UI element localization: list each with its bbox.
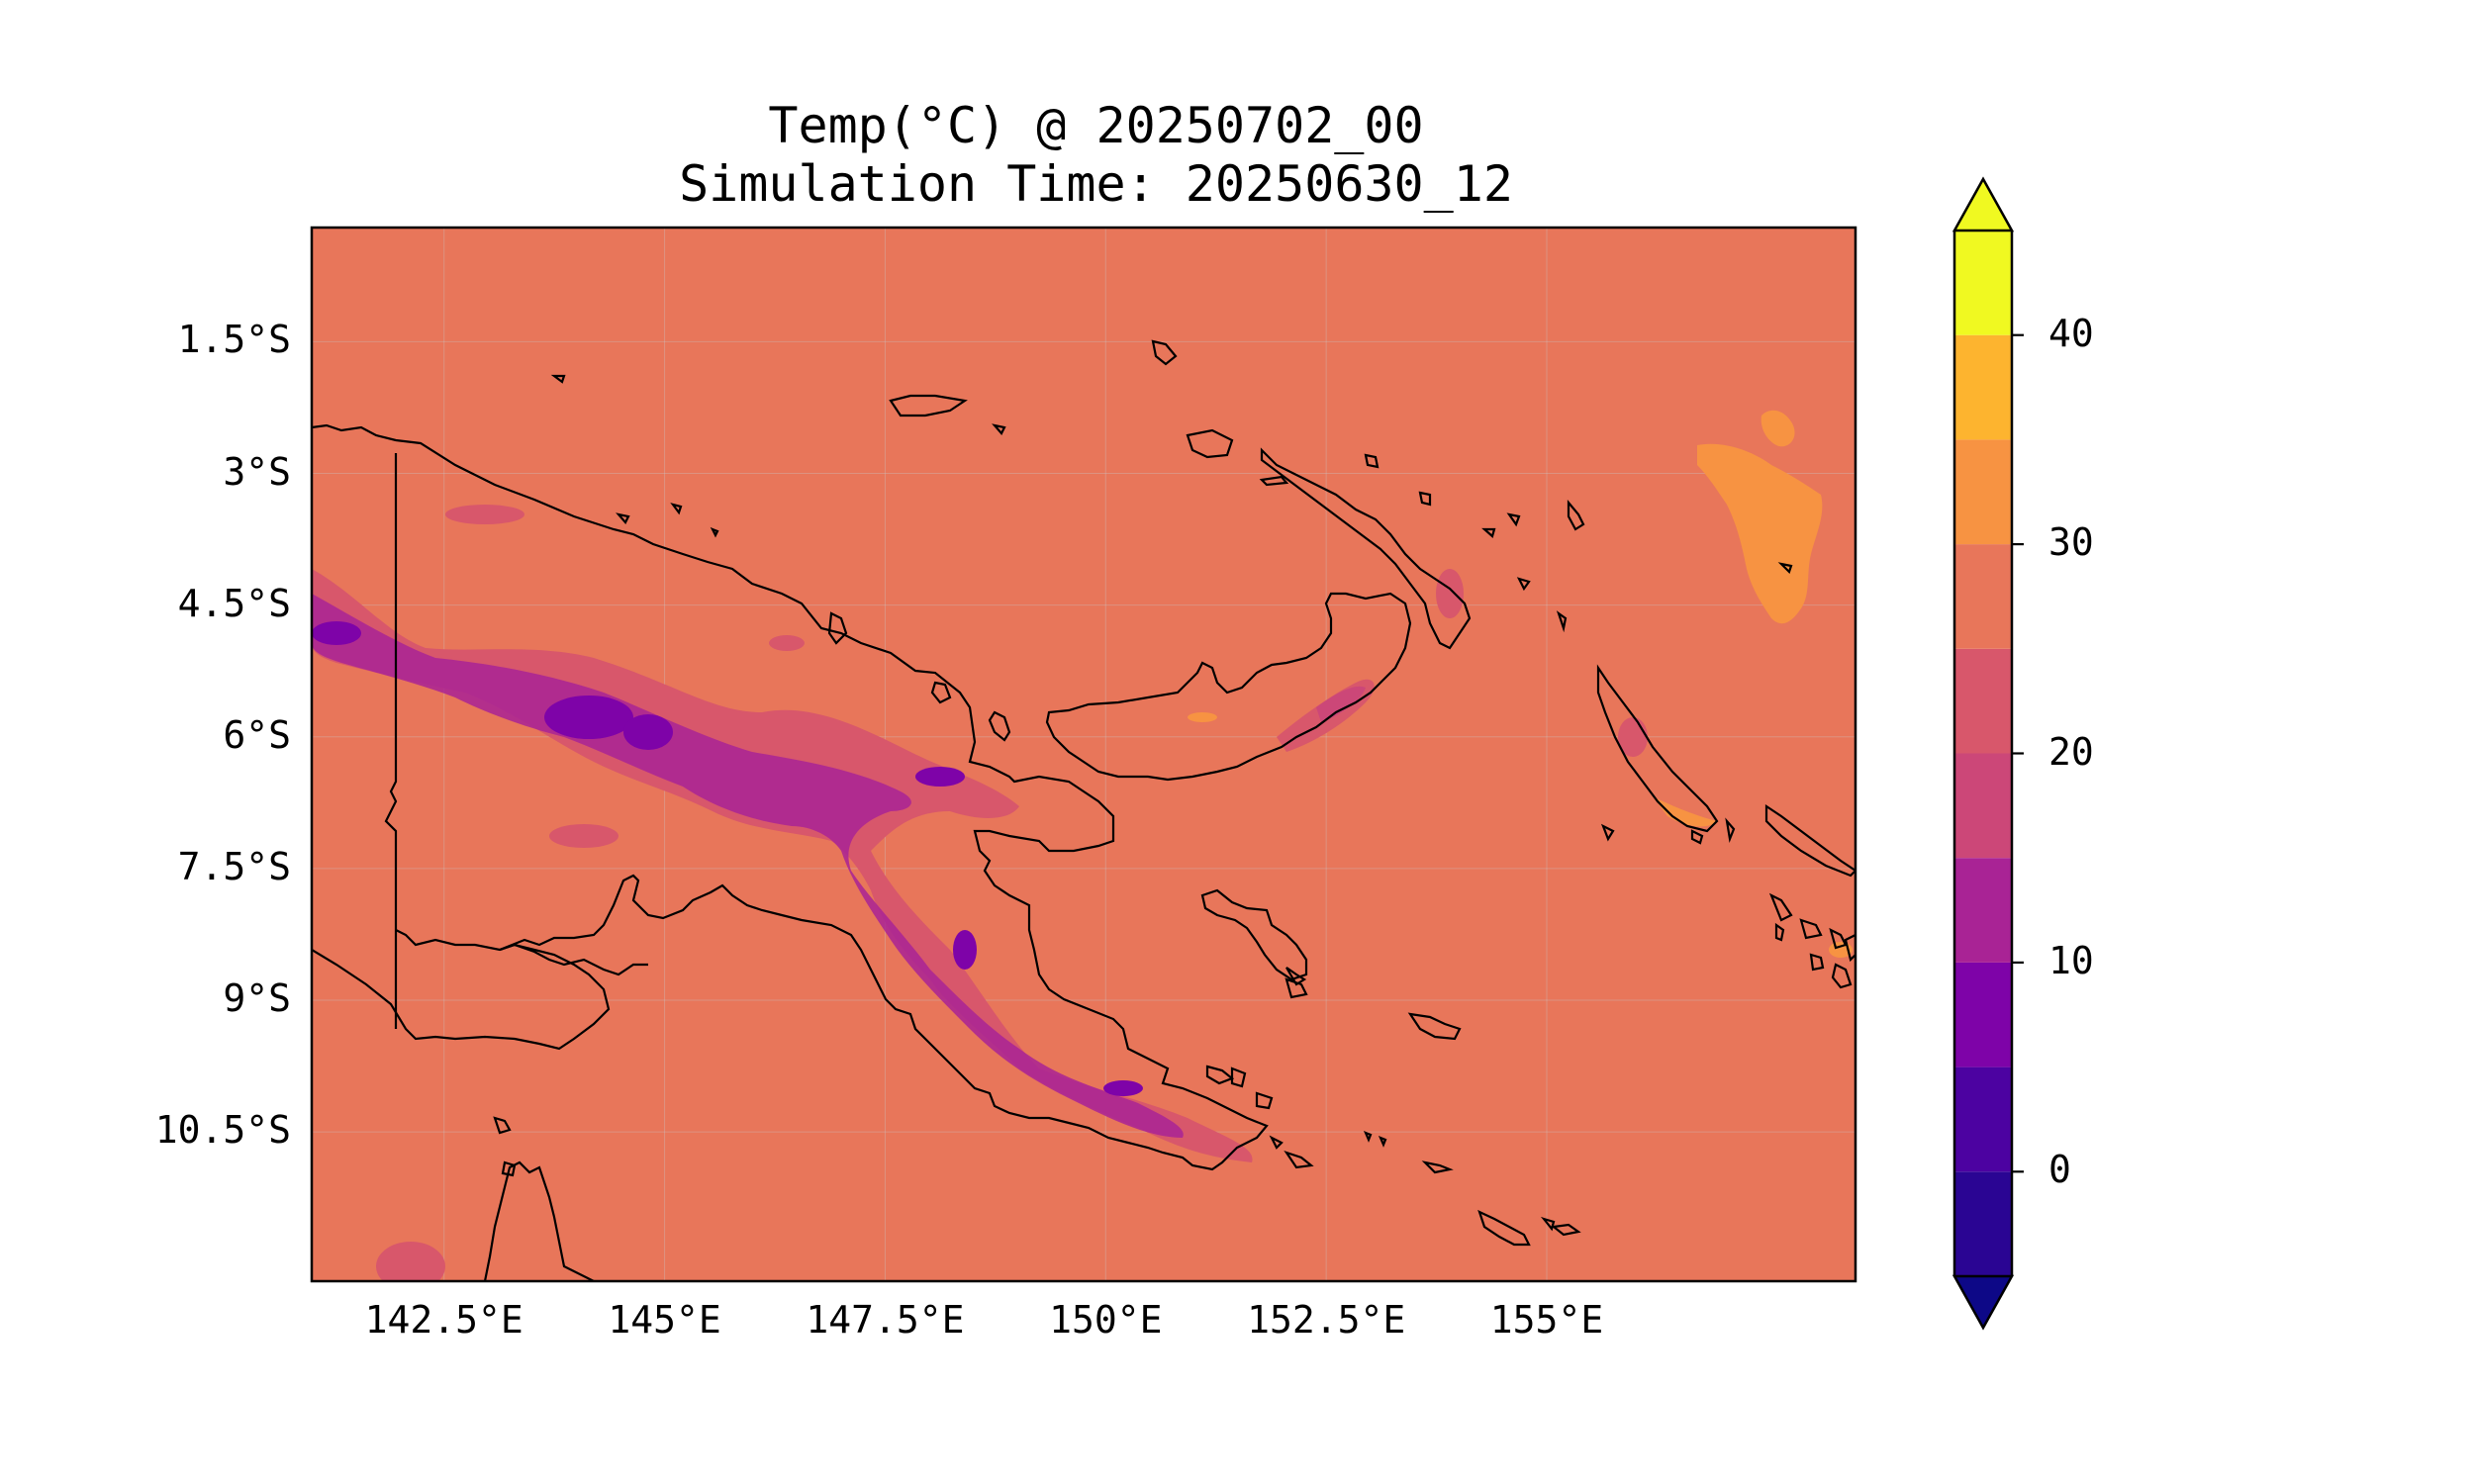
contour-20-25-spot [376,1242,445,1281]
y-tick-label: 1.5°S [177,318,291,362]
tick-marks [2012,333,2024,1173]
y-tick-label: 6°S [223,712,291,757]
plot-frame [310,226,1857,1283]
map-plot-area [312,228,1856,1281]
y-tick-label: 7.5°S [177,844,291,888]
colorbar-segment [1954,334,2012,440]
x-tick-label: 152.5°E [1247,1298,1406,1342]
colorbar-segment [1954,753,2012,859]
y-tick-label: 3°S [223,449,291,494]
colorbar-tick-label: 40 [2048,311,2094,355]
y-tick-label: 9°S [223,976,291,1020]
contour-10-15-spot [312,621,361,645]
colorbar-tick-label: 30 [2048,520,2094,565]
y-tick-label: 10.5°S [154,1108,291,1153]
colorbar-tick-label: 20 [2048,729,2094,774]
colorbar-segment [1954,858,2012,963]
contour-30-35-spot [1653,796,1717,827]
temperature-field-background [312,228,1856,1281]
colorbar-tick-label: 10 [2048,938,2094,982]
x-tick-label: 155°E [1489,1298,1604,1342]
contour-20-25-spot [1436,569,1464,618]
colorbar-tick-label: 0 [2048,1148,2071,1192]
x-tick-label: 150°E [1049,1298,1163,1342]
colorbar-segment [1954,962,2012,1067]
colorbar-segment [1954,439,2012,545]
contour-20-25-spot [549,824,618,848]
contour-10-15-spot [953,930,977,970]
colorbar-segment [1954,1067,2012,1172]
x-tick-label: 147.5°E [806,1298,965,1342]
colorbar-segment [1954,648,2012,754]
chart-title: Temp(°C) @ 20250702_00 [768,97,1424,154]
chart-subtitle: Simulation Time: 20250630_12 [679,155,1513,213]
colorbar [1951,176,2015,1331]
contour-20-25-spot [769,635,805,651]
contour-15-20-new-britain [1316,686,1366,722]
x-tick-label: 145°E [608,1298,721,1342]
x-tick-label: 142.5°E [364,1298,523,1342]
contour-10-15-spot [1103,1080,1143,1096]
colorbar-extend-high [1951,176,2015,232]
contour-30-35-spot [1188,712,1217,722]
contour-30-35-bougainville-north [1760,410,1795,447]
international-border [384,453,398,1029]
contour-30-35-bougainville [1697,443,1823,624]
contour-20-25-spot [445,505,524,524]
contour-10-15-spot [623,714,673,750]
coastlines [312,339,1856,1281]
y-tick-label: 4.5°S [177,581,291,625]
contour-15-20-highlands [312,594,1184,1138]
colorbar-segment [1954,1171,2012,1276]
colorbar-extend-low [1951,1274,2015,1331]
colorbar-segment [1954,544,2012,649]
contour-10-15-spot [544,696,633,739]
colorbar-segment [1954,231,2012,335]
contour-10-15-spot [915,767,965,787]
